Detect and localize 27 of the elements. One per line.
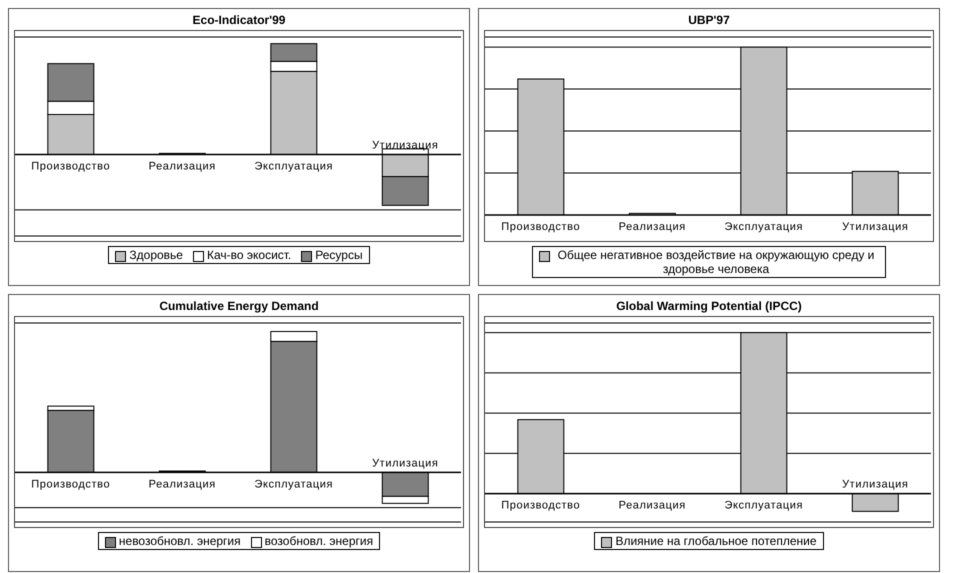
legend-label: Кач-во экосист. [206, 248, 292, 262]
x-tick-label: Эксплуатация [254, 478, 334, 490]
legend-label: Общее негативное воздействие на окружающую среду и здоровье человека [556, 248, 876, 276]
x-tick-label: Производство [501, 221, 580, 233]
legend-label: Здоровье [129, 248, 183, 262]
chart-title: Eco-Indicator'99 [192, 13, 286, 27]
chart-title: Global Warming Potential (IPCC) [615, 299, 803, 313]
x-tick-label: Реализация [148, 160, 216, 172]
x-tick-label: Производство [31, 478, 110, 490]
x-tick-label: Реализация [618, 221, 686, 233]
legend-label: невозобновл. энергия [118, 534, 241, 548]
x-tick-label: Утилизация [372, 139, 438, 152]
x-tick-label: Утилизация [372, 457, 438, 470]
x-tick-label: Реализация [148, 478, 216, 490]
x-tick-label: Производство [501, 500, 580, 512]
x-tick-label: Эксплуатация [724, 221, 804, 233]
x-tick-label: Эксплуатация [724, 500, 804, 512]
legend-label: возобновл. энергия [264, 534, 374, 548]
legend-label: Ресурсы [315, 248, 363, 262]
chart-title: Cumulative Energy Demand [158, 299, 320, 313]
legend-label: Влияние на глобальное потепление [615, 534, 817, 548]
x-tick-label: Эксплуатация [254, 160, 334, 172]
x-tick-label: Утилизация [842, 478, 908, 491]
chart-title: UBP'97 [687, 13, 731, 27]
x-tick-label: Реализация [618, 500, 686, 512]
x-tick-label: Утилизация [842, 221, 908, 233]
x-tick-label: Производство [31, 160, 110, 172]
